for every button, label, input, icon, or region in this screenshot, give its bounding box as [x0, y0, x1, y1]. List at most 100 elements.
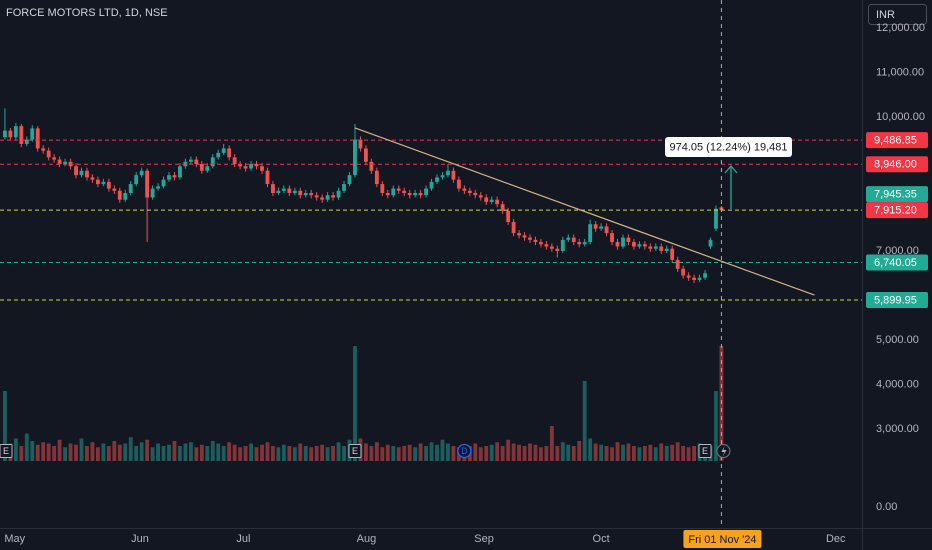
candle-body [697, 277, 702, 280]
candle-body [101, 181, 106, 185]
volume-bar [46, 443, 51, 461]
y-tick-label: 3,000.00 [876, 423, 919, 435]
candle-body [221, 148, 226, 153]
event-label: E [702, 446, 708, 456]
volume-bar [615, 442, 620, 461]
candle-body [615, 242, 620, 247]
currency-label[interactable]: INR [876, 9, 895, 21]
candle-body [566, 237, 571, 240]
candle-body [402, 190, 407, 194]
volume-bar [167, 444, 171, 461]
lightning-bolt [721, 446, 727, 457]
volume-bar [374, 442, 379, 461]
level-label-box [866, 202, 928, 219]
event-marker [698, 444, 712, 458]
level-label: 5,899.95 [874, 294, 917, 306]
volume-bar [95, 447, 100, 461]
candle-body [555, 248, 560, 251]
event-marker [457, 443, 472, 459]
candle-body [533, 239, 538, 243]
volume-bar [74, 444, 78, 461]
volume-bar [342, 446, 346, 461]
candle-body [139, 170, 144, 176]
volume-bar [123, 443, 128, 461]
volume-bar [331, 446, 336, 461]
volume-bar [79, 438, 84, 461]
volume-bar [533, 444, 538, 461]
candle-body [478, 195, 483, 198]
candle-body [172, 175, 177, 178]
volume-bar [544, 446, 549, 461]
event-marker [0, 444, 13, 458]
candle-body [271, 184, 275, 194]
volume-bar [522, 446, 527, 461]
volume-bar [489, 444, 494, 461]
x-tick-label: Oct [593, 533, 610, 545]
candle-body [292, 190, 297, 194]
volume-bar [566, 444, 571, 461]
currency-box[interactable] [868, 4, 927, 25]
volume-bar [238, 447, 243, 461]
level-label: 7,945.35 [874, 189, 917, 201]
candle-body [57, 159, 62, 165]
level-label: 9,486.85 [874, 135, 917, 147]
measure-label: 974.05 (12.24%) 19,481 [669, 141, 787, 153]
candle-body [24, 139, 29, 144]
candle-body [52, 157, 57, 160]
volume-bar [500, 446, 505, 461]
candle-body [145, 170, 150, 198]
candle-body [435, 177, 439, 182]
candle-body [199, 164, 204, 171]
candle-body [232, 157, 237, 165]
candle-body [369, 161, 374, 171]
candle-body [188, 159, 193, 162]
candle-body [3, 130, 7, 138]
volume-bar [440, 439, 445, 461]
candle-body [205, 166, 210, 171]
candle-body [522, 235, 527, 238]
volume-bar [626, 443, 631, 461]
candle-body [117, 190, 122, 200]
volume-bar [369, 446, 374, 461]
candle-body [517, 233, 521, 236]
volume-bar [648, 444, 653, 461]
volume-bar [101, 443, 106, 461]
candle-body [156, 186, 160, 189]
candle-body [391, 188, 396, 196]
volume-bar [549, 426, 554, 461]
candle-body [642, 244, 647, 247]
crosshair-label-box [683, 530, 762, 548]
candle-body [577, 242, 582, 245]
candle-body [287, 188, 292, 194]
volume-bar [642, 446, 647, 461]
volume-bar [402, 446, 407, 461]
candle-body [664, 248, 669, 251]
candle-body [484, 197, 489, 202]
candle-body [216, 152, 221, 158]
volume-bar [621, 444, 625, 461]
candle-body [456, 179, 461, 189]
volume-bar [106, 446, 111, 461]
volume-bar [57, 439, 62, 461]
volume-bar [254, 447, 259, 461]
volume-bar [686, 447, 691, 461]
event-marker [348, 444, 362, 458]
volume-bar [555, 446, 560, 461]
volume-bar [473, 443, 478, 461]
candle-body [314, 195, 319, 198]
level-label: 8,946.00 [874, 159, 917, 171]
candle-body [90, 177, 95, 180]
candle-body [396, 188, 401, 191]
candle-body [670, 248, 675, 260]
volume-bar [194, 447, 199, 461]
candle-body [653, 246, 658, 249]
candle-body [325, 195, 330, 200]
candle-body [385, 193, 390, 196]
volume-bar [117, 444, 122, 461]
volume-bar [13, 438, 18, 461]
candle-body [560, 239, 565, 251]
volume-bar [30, 441, 35, 461]
